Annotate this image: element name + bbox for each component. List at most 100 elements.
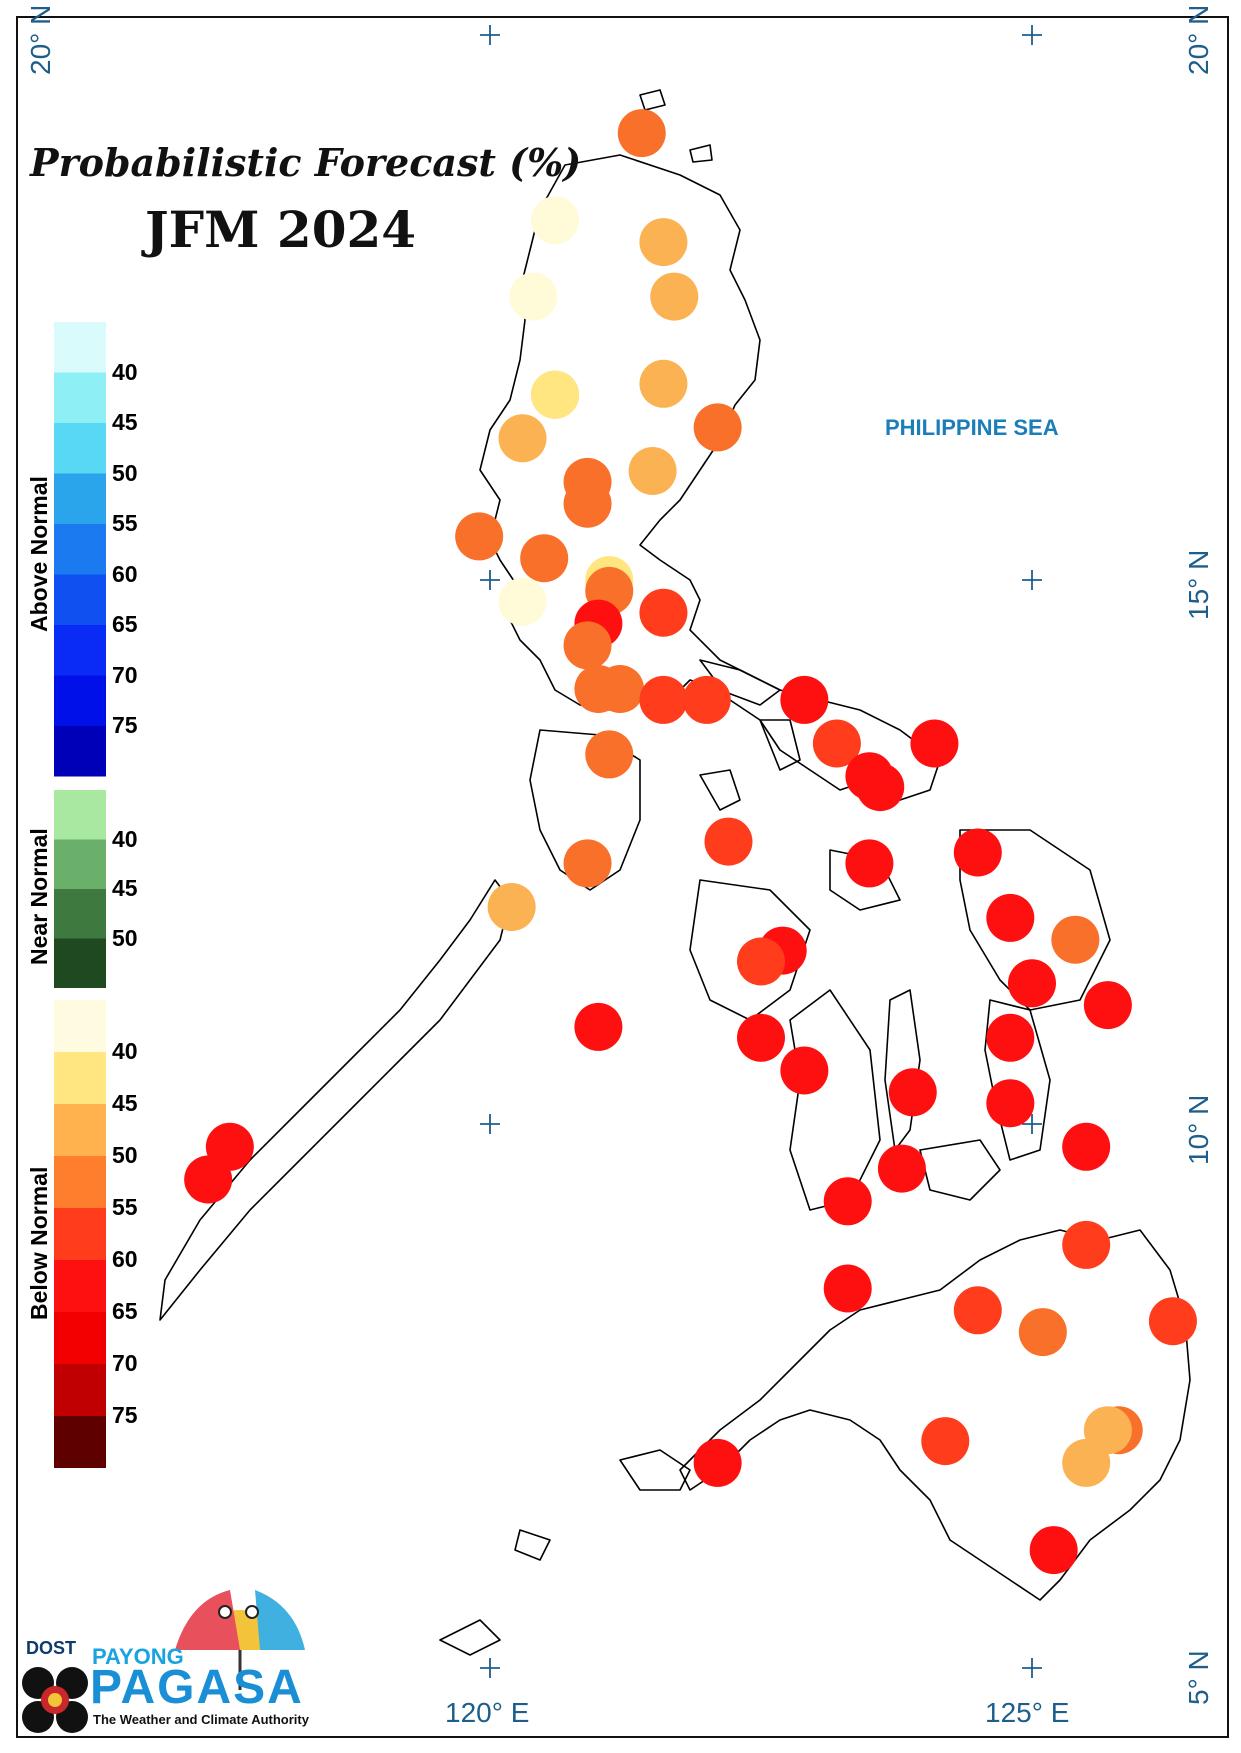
station-marker-33 <box>845 839 894 888</box>
dost-text: DOST <box>26 1638 77 1658</box>
station-marker-63 <box>1029 1526 1078 1575</box>
station-marker-57 <box>1018 1308 1067 1357</box>
station-marker-52 <box>823 1177 872 1226</box>
graticule-marks <box>480 25 1042 1678</box>
pagasa-tagline: The Weather and Climate Authority <box>93 1712 309 1727</box>
above-legend-label-60: 60 <box>112 560 138 587</box>
above-legend-label-70: 70 <box>112 661 138 688</box>
below-legend-swatch-2 <box>54 1104 106 1156</box>
below-legend-label-75: 75 <box>112 1402 138 1428</box>
below-legend-swatch-0 <box>54 1000 106 1052</box>
forecast-period: JFM 2024 <box>145 200 417 259</box>
station-marker-56 <box>1148 1297 1197 1346</box>
above-legend-label-45: 45 <box>112 409 138 435</box>
above-legend-swatch-2 <box>54 423 106 474</box>
forecast-title: Probabilistic Forecast (%) <box>30 140 582 185</box>
below-legend-label-45: 45 <box>112 1090 138 1116</box>
station-marker-51 <box>184 1155 233 1204</box>
station-marker-53 <box>1062 1220 1111 1269</box>
lat-label-20-left: 20° N <box>25 4 56 75</box>
lon-label-120: 120° E <box>445 1697 530 1728</box>
below-legend-label-70: 70 <box>112 1350 138 1376</box>
above-legend-swatch-6 <box>54 625 106 676</box>
above-legend-swatch-7 <box>54 675 106 726</box>
legend-above-title: Above Normal <box>26 476 52 632</box>
station-marker-39 <box>737 937 785 986</box>
station-marker-0 <box>617 109 666 158</box>
station-marker-49 <box>1062 1122 1111 1171</box>
below-legend-swatch-3 <box>54 1156 106 1208</box>
station-marker-5 <box>639 359 688 408</box>
station-marker-4 <box>650 272 699 321</box>
legend-above-normal-bar <box>54 322 106 777</box>
above-legend-swatch-3 <box>54 473 106 524</box>
station-marker-30 <box>856 763 905 812</box>
station-marker-36 <box>986 893 1035 942</box>
above-legend-swatch-1 <box>54 372 106 423</box>
station-marker-62 <box>693 1438 742 1487</box>
below-legend-swatch-6 <box>54 1312 106 1364</box>
station-marker-37 <box>1051 915 1100 964</box>
station-marker-25 <box>780 675 829 724</box>
near-legend-label-45: 45 <box>112 875 138 901</box>
pagasa-umbrella-logo <box>175 1590 305 1690</box>
below-legend-label-55: 55 <box>112 1194 138 1220</box>
station-marker-26 <box>585 730 634 779</box>
below-legend-swatch-1 <box>54 1052 106 1104</box>
lat-label-20-right: 20° N <box>1183 4 1214 75</box>
station-marker-44 <box>986 1013 1035 1062</box>
station-marker-12 <box>563 479 612 528</box>
station-marker-32 <box>563 839 612 888</box>
station-marker-14 <box>520 534 569 583</box>
station-marker-40 <box>1008 959 1056 1008</box>
station-marker-7 <box>531 370 580 419</box>
lat-label-10: 10° N <box>1183 1094 1214 1165</box>
near-legend-swatch-0 <box>54 790 106 840</box>
station-markers <box>184 109 1197 1575</box>
near-legend-label-50: 50 <box>112 924 138 951</box>
station-marker-45 <box>780 1046 829 1095</box>
station-marker-50 <box>877 1144 926 1193</box>
station-marker-43 <box>737 1013 785 1062</box>
station-marker-47 <box>986 1079 1035 1128</box>
station-marker-17 <box>498 577 547 626</box>
station-marker-27 <box>812 719 861 768</box>
below-legend-swatch-8 <box>54 1416 106 1468</box>
legend-below-normal-bar <box>54 1000 106 1468</box>
below-legend-swatch-7 <box>54 1364 106 1416</box>
station-marker-55 <box>953 1286 1002 1335</box>
station-marker-10 <box>628 447 677 495</box>
above-legend-label-50: 50 <box>112 459 138 486</box>
pagasa-text: PAGASA <box>90 1661 304 1714</box>
lon-label-125: 125° E <box>985 1697 1070 1728</box>
sea-label: PHILIPPINE SEA <box>885 415 1059 440</box>
above-legend-swatch-5 <box>54 574 106 625</box>
station-marker-13 <box>455 512 504 561</box>
station-marker-8 <box>693 403 742 452</box>
station-marker-23 <box>639 675 688 724</box>
station-marker-20 <box>563 621 612 670</box>
below-legend-swatch-4 <box>54 1208 106 1260</box>
station-marker-9 <box>498 414 547 463</box>
station-marker-34 <box>953 828 1002 877</box>
legend-near-normal-bar <box>54 790 106 988</box>
station-marker-2 <box>639 218 688 267</box>
station-marker-3 <box>509 272 558 321</box>
lat-label-5: 5° N <box>1183 1650 1214 1705</box>
above-legend-label-40: 40 <box>112 358 138 385</box>
station-marker-1 <box>531 196 580 245</box>
station-marker-28 <box>910 719 959 768</box>
station-marker-35 <box>487 883 536 931</box>
legend-near-title: Near Normal <box>26 828 52 965</box>
station-marker-31 <box>704 817 753 866</box>
below-legend-label-65: 65 <box>112 1298 138 1324</box>
station-marker-42 <box>574 1002 623 1051</box>
station-marker-61 <box>1062 1438 1111 1487</box>
station-marker-46 <box>888 1068 937 1117</box>
near-legend-swatch-2 <box>54 889 106 939</box>
above-legend-label-75: 75 <box>112 712 138 738</box>
below-legend-label-50: 50 <box>112 1142 138 1168</box>
legend-below-title: Below Normal <box>26 1166 52 1320</box>
below-legend-swatch-5 <box>54 1260 106 1312</box>
